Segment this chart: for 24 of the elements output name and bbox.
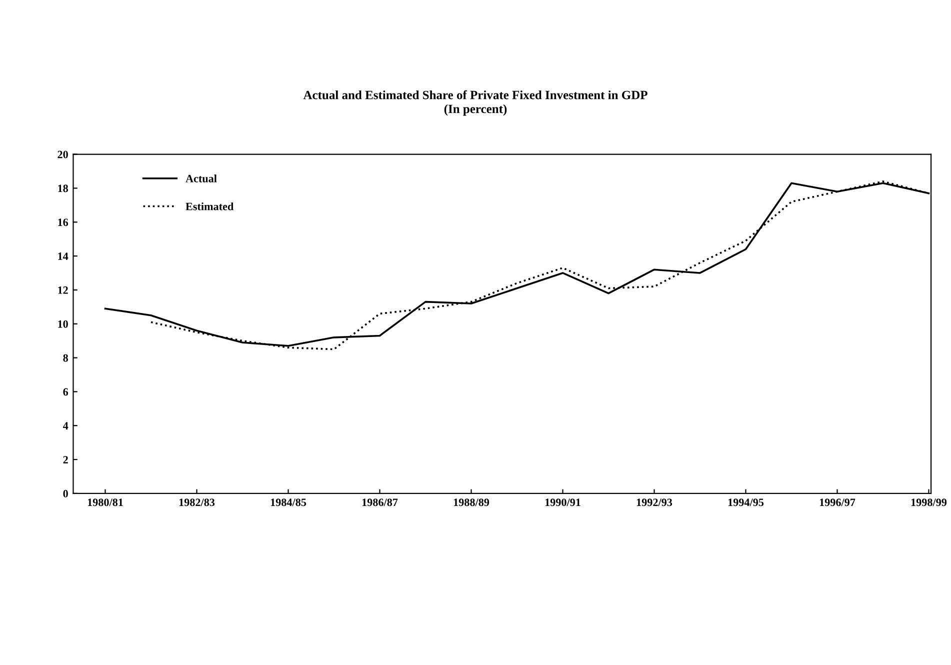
x-tick-label: 1994/95 (728, 498, 764, 506)
y-tick-label: 12 (58, 286, 68, 294)
x-tick-label: 1986/87 (362, 498, 398, 506)
legend-label: Estimated (186, 202, 234, 210)
x-tick-label: 1982/83 (179, 498, 215, 506)
y-tick-label: 14 (58, 252, 68, 260)
x-tick-label: 1988/89 (454, 498, 490, 506)
x-tick-label: 1984/85 (270, 498, 306, 506)
x-tick-label: 1996/97 (820, 498, 856, 506)
x-tick-label: 1998/99 (911, 498, 947, 506)
y-tick-label: 4 (62, 422, 68, 430)
y-tick-label: 6 (63, 388, 68, 396)
chart-title: Actual and Estimated Share of Private Fixed Investment in GDP (In percent) (303, 90, 648, 116)
y-tick-label: 8 (63, 354, 68, 362)
x-tick-label: 1992/93 (636, 498, 672, 506)
y-tick-label: 18 (58, 184, 68, 192)
y-tick-label: 16 (58, 218, 68, 226)
y-tick-label: 10 (58, 320, 68, 328)
x-tick-label: 1980/81 (88, 498, 123, 506)
x-tick-label: 1990/91 (545, 498, 580, 506)
y-tick-label: 20 (58, 150, 68, 158)
y-tick-label: 2 (63, 456, 68, 464)
y-tick-label: 0 (63, 490, 68, 498)
legend-label: Actual (186, 174, 217, 182)
